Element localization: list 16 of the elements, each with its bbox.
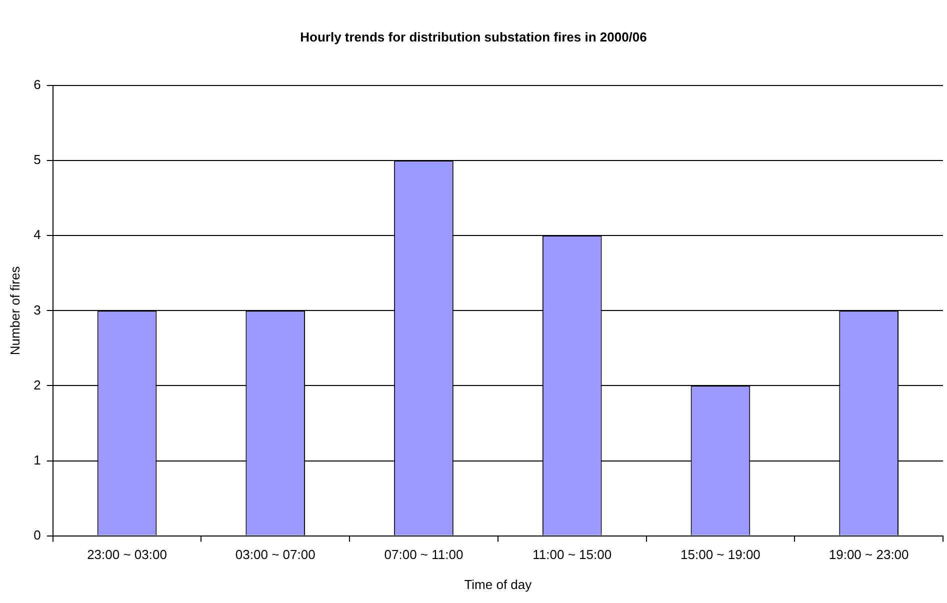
x-tick-label: 15:00 ~ 19:00	[680, 547, 760, 562]
chart-title: Hourly trends for distribution substation fires in 2000/06	[300, 29, 647, 44]
x-tick-label: 11:00 ~ 15:00	[532, 547, 612, 562]
y-tick-label: 2	[34, 377, 41, 392]
y-tick-label: 3	[34, 302, 41, 318]
x-axis-title: Time of day	[464, 576, 532, 592]
y-tick-label: 1	[34, 452, 41, 468]
y-tick-label: 5	[34, 152, 41, 168]
y-tick-label: 0	[34, 527, 41, 542]
y-tick-label: 4	[34, 227, 41, 242]
y-tick-label: 6	[34, 77, 41, 92]
x-tick-label: 23:00 ~ 03:00	[87, 547, 167, 562]
y-axis-title: Number of fires	[7, 266, 22, 356]
x-tick-label: 19:00 ~ 23:00	[828, 547, 909, 562]
x-tick-label: 03:00 ~ 07:00	[235, 547, 316, 562]
x-tick-label: 07:00 ~ 11:00	[384, 547, 464, 562]
